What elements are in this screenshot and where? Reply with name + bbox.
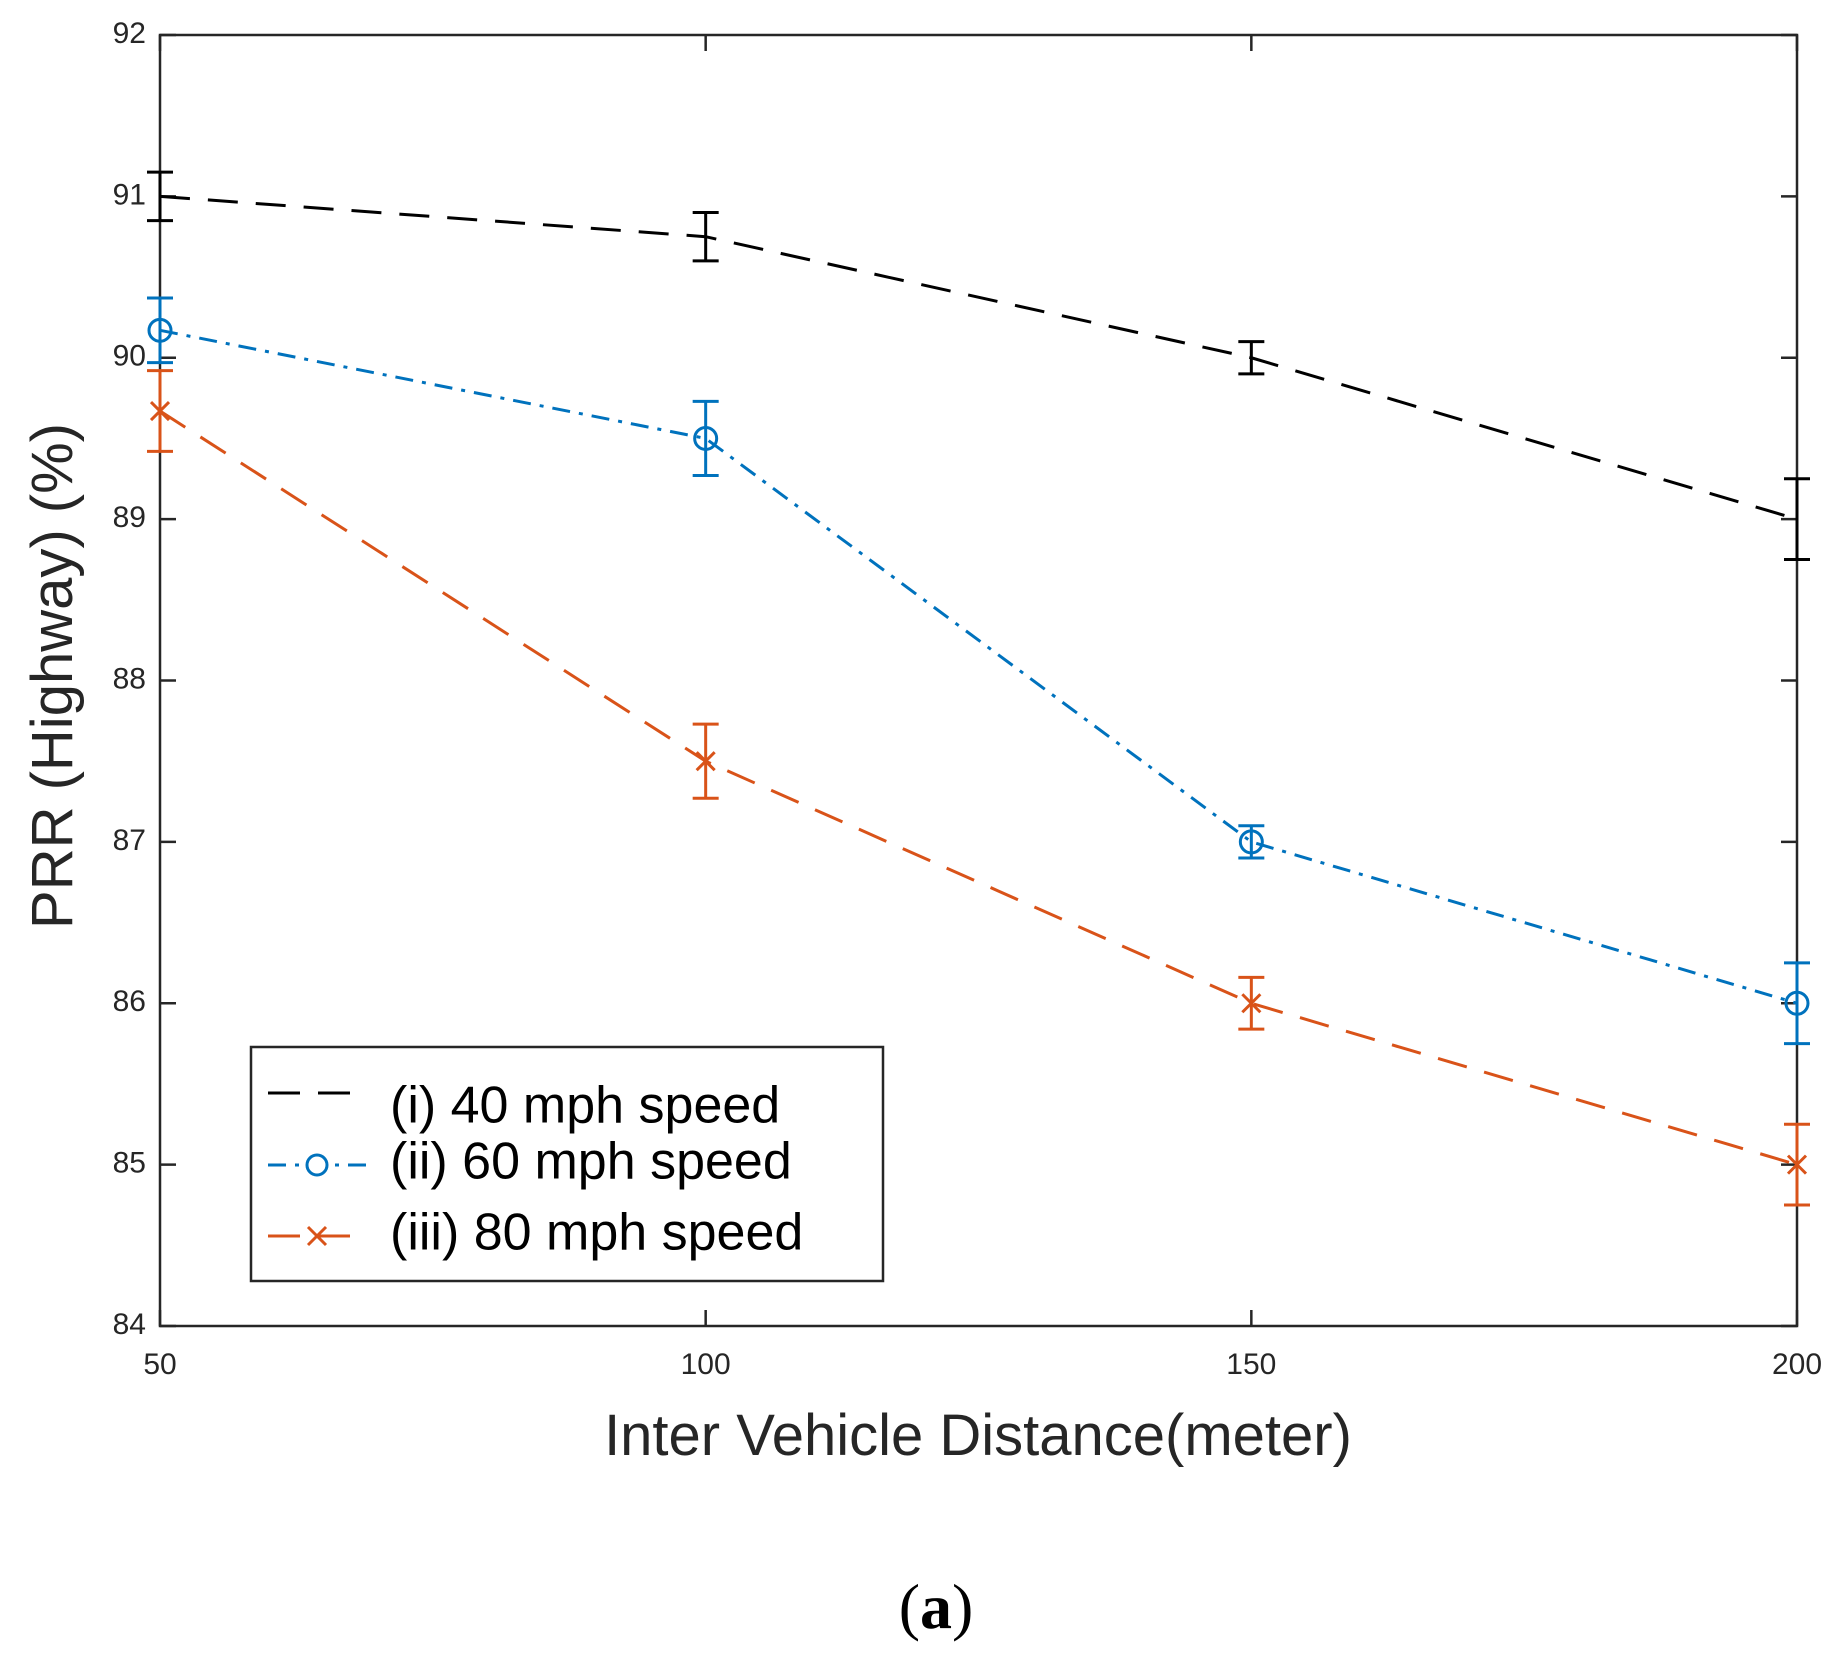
y-tick-label: 89 [113,501,146,534]
figure-caption: (a) [899,1571,974,1642]
caption-close-paren: ) [952,1571,973,1642]
axis-tick-labels: 50 100 150 200 84 85 86 87 88 89 90 91 92 [113,17,1822,1381]
y-tick-label: 91 [113,178,146,211]
legend: (i) 40 mph speed (ii) 60 mph speed (iii)… [249,1045,885,1283]
caption-letter: a [920,1571,952,1642]
y-tick-label: 92 [113,17,146,50]
data-point-stroke [149,400,171,422]
legend-swatch-1 [268,1153,366,1177]
y-tick-label: 84 [113,1308,146,1341]
data-point [1238,829,1264,855]
data-point-stroke [1786,1154,1808,1175]
legend-label-80mph: (iii) 80 mph speed [390,1204,803,1262]
legend-swatches [268,1091,366,1247]
error-bar [1784,961,1810,1046]
caption-open-paren: ( [899,1571,920,1642]
error-bar [692,399,719,478]
series-0 [147,170,1810,561]
x-tick-label: 100 [681,1348,731,1381]
series-2 [147,369,1810,1207]
y-tick-label: 90 [113,340,146,373]
series-line [159,194,1798,521]
x-tick-label: 200 [1772,1348,1822,1381]
y-tick-label: 86 [113,985,146,1018]
data-point [147,317,173,343]
legend-swatch-marker [306,1225,328,1247]
y-axis-title: PRR (Highway) (%) [20,423,85,929]
data-point-stroke [695,751,716,772]
y-tick-label: 88 [113,662,146,695]
series-layer [147,170,1810,1207]
data-point-stroke [1241,993,1262,1014]
error-bar [147,296,173,365]
data-point [1786,1154,1808,1175]
legend-swatch-marker [305,1153,329,1177]
axis-ticks [158,33,1799,1328]
data-point [149,400,171,422]
data-point [1241,993,1262,1014]
legend-swatch-2 [268,1225,366,1247]
legend-label-40mph: (i) 40 mph speed [390,1077,780,1135]
y-tick-label: 87 [113,824,146,857]
data-point [1784,990,1810,1016]
x-axis-title: Inter Vehicle Distance(meter) [604,1403,1352,1468]
y-tick-label: 85 [113,1147,146,1180]
series-1 [147,296,1810,1046]
series-line [159,328,1798,1005]
data-point [693,425,719,451]
legend-label-60mph: (ii) 60 mph speed [390,1133,792,1191]
data-point [695,751,716,772]
x-tick-label: 50 [143,1348,176,1381]
x-tick-label: 150 [1226,1348,1276,1381]
